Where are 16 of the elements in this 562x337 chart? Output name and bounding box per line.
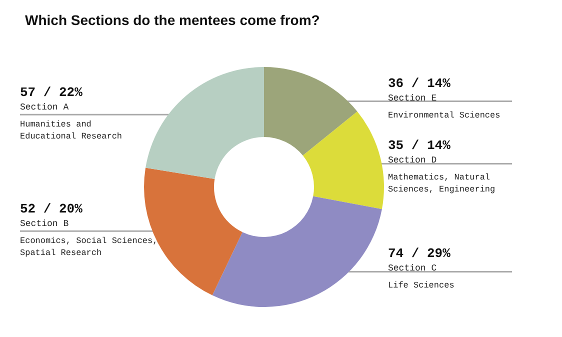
text: Life Sciences [388,280,454,291]
chart-title: Which Sections do the mentees come from? [25,12,320,28]
data-label: 57 / 22% [20,85,83,100]
data-label: 35 / 14% [388,138,451,154]
slice-label: Section C [388,264,438,274]
data-label: 52 / 20% [20,202,83,217]
text: Environmental Sciences [388,110,500,120]
slice-label: Section B [20,219,70,230]
slice-label: Section E [388,93,437,104]
data-label: 74 / 29% [388,246,451,262]
slice-label: Section D [388,156,437,166]
text: Mathematics, Natural Sciences, Engineering [388,172,496,195]
text: Economics, Social Sciences, Spatial Research [20,236,158,258]
data-label: 36 / 14% [388,76,451,91]
slice-label: Section A [20,102,70,113]
text: Humanities and Educational Research [20,120,122,142]
